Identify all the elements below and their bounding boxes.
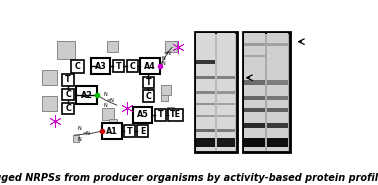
Bar — [73, 135, 79, 142]
Text: T: T — [127, 127, 133, 136]
Text: =N: =N — [164, 51, 172, 56]
Bar — [57, 41, 74, 59]
Text: A2: A2 — [81, 91, 93, 100]
Bar — [196, 33, 215, 151]
Bar — [217, 103, 235, 105]
Bar — [244, 80, 265, 85]
Text: tagged NRPSs from producer organisms by activity-based protein profiling: tagged NRPSs from producer organisms by … — [0, 173, 378, 183]
Bar — [196, 129, 215, 132]
Text: N: N — [77, 137, 81, 142]
Text: T: T — [65, 75, 71, 84]
Bar — [196, 138, 215, 147]
Text: C: C — [65, 90, 71, 99]
Bar — [244, 123, 265, 128]
Bar — [244, 96, 265, 100]
Bar — [168, 109, 183, 120]
Bar — [76, 86, 97, 104]
Text: N: N — [161, 61, 165, 66]
Bar — [217, 91, 235, 94]
Bar — [108, 119, 117, 127]
Bar — [195, 32, 237, 152]
Text: A3: A3 — [94, 62, 107, 71]
Text: A5: A5 — [137, 110, 149, 119]
Text: N: N — [104, 92, 107, 97]
Bar — [196, 103, 215, 105]
Bar — [62, 74, 74, 86]
Text: =N: =N — [82, 131, 90, 136]
Bar — [244, 138, 265, 147]
Bar — [102, 108, 113, 120]
Bar — [155, 109, 166, 120]
Text: N: N — [161, 56, 165, 60]
Bar — [161, 95, 168, 101]
Text: T: T — [146, 78, 151, 87]
Bar — [143, 90, 154, 102]
Bar — [91, 58, 110, 74]
Bar — [140, 58, 160, 74]
Bar — [102, 123, 122, 139]
Text: TE: TE — [170, 110, 181, 119]
Bar — [137, 125, 149, 137]
Bar — [243, 32, 290, 152]
Bar — [267, 96, 288, 100]
Bar — [161, 85, 171, 95]
Bar — [62, 103, 74, 114]
Text: A1: A1 — [106, 127, 118, 136]
Bar — [267, 80, 288, 85]
Bar — [217, 138, 235, 147]
Bar — [217, 115, 235, 117]
Text: C: C — [65, 104, 71, 113]
Bar — [133, 107, 152, 123]
Bar — [217, 33, 235, 151]
Bar — [167, 107, 174, 113]
Bar — [62, 89, 74, 100]
Bar — [196, 76, 215, 80]
Bar — [113, 60, 124, 72]
Bar — [196, 115, 215, 117]
Bar — [196, 91, 215, 94]
Bar — [267, 43, 288, 46]
Text: =N: =N — [106, 98, 114, 103]
Text: T: T — [158, 110, 163, 119]
Bar — [71, 60, 84, 73]
Bar — [244, 55, 265, 57]
Bar — [244, 43, 265, 46]
Text: T: T — [116, 62, 121, 71]
Bar — [124, 125, 135, 137]
Bar — [107, 41, 118, 52]
Bar — [42, 70, 57, 85]
Bar — [267, 123, 288, 128]
Bar — [267, 108, 288, 112]
Bar — [196, 60, 215, 64]
Bar — [244, 33, 265, 151]
Bar — [217, 76, 235, 80]
Text: E: E — [140, 127, 146, 136]
Bar — [244, 108, 265, 112]
Bar — [267, 33, 288, 151]
Text: C: C — [146, 92, 151, 101]
Text: N: N — [104, 103, 107, 108]
Bar — [217, 129, 235, 132]
Bar — [166, 41, 177, 52]
Text: A4: A4 — [144, 62, 156, 71]
Bar — [267, 138, 288, 147]
Text: N: N — [77, 126, 81, 131]
Bar — [127, 60, 138, 72]
Bar — [42, 96, 57, 111]
Text: C: C — [129, 62, 135, 71]
Text: C: C — [75, 62, 81, 71]
Bar — [143, 77, 154, 88]
